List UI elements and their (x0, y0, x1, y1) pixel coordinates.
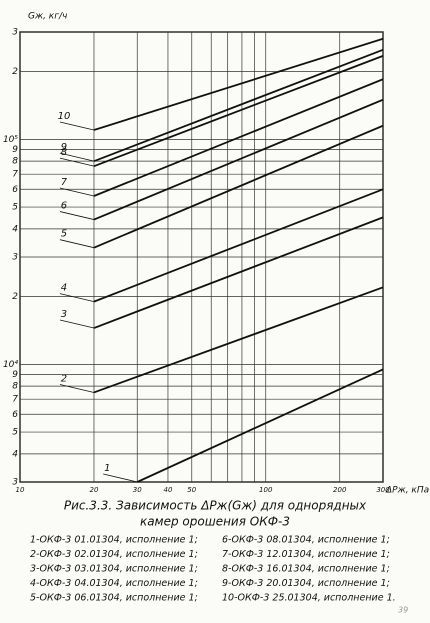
y-tick-label: 10⁴ (3, 360, 18, 370)
x-tick-label: 300 (376, 486, 390, 494)
series-label: 2 (61, 373, 67, 384)
x-tick-label: 200 (333, 486, 347, 494)
legend-entry: 5-ОКФ-3 06.01304, исполнение 1; (30, 593, 198, 604)
series-label: 10 (58, 111, 71, 122)
y-tick-label: 7 (12, 170, 18, 180)
x-tick-label: 30 (133, 486, 142, 494)
leader-line (59, 121, 95, 131)
series-line (93, 124, 384, 249)
leader-line (59, 152, 95, 162)
x-tick-label: 40 (163, 486, 172, 494)
series-line (93, 37, 384, 131)
chart-title: Рис.3.3. Зависимость ΔРж(Gж) для одноряд… (64, 499, 367, 513)
series-label: 8 (61, 147, 67, 158)
series-line (93, 286, 384, 394)
y-tick-label: 3 (12, 28, 18, 38)
x-tick-label: 50 (187, 486, 196, 494)
y-tick-label: 8 (12, 382, 18, 392)
leader-line (59, 384, 95, 393)
legend-entry: 3-ОКФ-3 03.01304, исполнение 1; (30, 564, 198, 575)
x-tick-label: 10 (16, 486, 25, 494)
x-axis-label: ΔPж, кПа (385, 486, 429, 496)
series-line (93, 216, 384, 329)
y-tick-label: 2 (12, 67, 18, 77)
leader-line (59, 187, 95, 197)
y-axis-label: Gж, кг/ч (28, 12, 67, 22)
legend-entry: 2-ОКФ-3 02.01304, исполнение 1; (30, 549, 198, 560)
legend-entry: 4-ОКФ-3 04.01304, исполнение 1; (30, 578, 198, 589)
y-tick-label: 4 (12, 224, 18, 234)
y-tick-label: 7 (12, 395, 18, 405)
y-tick-label: 2 (12, 292, 18, 302)
y-tick-label: 3 (12, 478, 18, 488)
series-line (93, 78, 384, 197)
legend-entry: 9-ОКФ-3 20.01304, исполнение 1; (222, 578, 390, 589)
leader-line (59, 211, 95, 220)
x-tick-label: 100 (259, 486, 273, 494)
legend-entry: 7-ОКФ-3 12.01304, исполнение 1; (222, 549, 390, 560)
series-label: 4 (61, 283, 67, 294)
y-tick-label: 5 (12, 203, 18, 213)
page-number: 39 (398, 606, 408, 615)
y-tick-label: 9 (12, 145, 18, 155)
y-tick-label: 10⁵ (3, 135, 18, 145)
y-tick-label: 8 (12, 157, 18, 167)
series-line (93, 98, 384, 221)
series-line (93, 55, 384, 168)
legend-entry: 10-ОКФ-3 25.01304, исполнение 1. (222, 593, 396, 604)
leader-line (59, 157, 95, 167)
leader-line (59, 293, 95, 303)
legend-entry: 8-ОКФ-3 16.01304, исполнение 1; (222, 564, 390, 575)
y-tick-label: 3 (12, 253, 18, 263)
y-tick-label: 6 (12, 185, 18, 195)
x-tick-label: 20 (90, 486, 99, 494)
y-tick-label: 6 (12, 410, 18, 420)
series-line (93, 188, 384, 303)
leader-line (103, 473, 138, 483)
series-label: 1 (104, 463, 110, 474)
chart-subtitle: камер орошения ОКФ-3 (140, 515, 290, 529)
legend-entry: 1-ОКФ-3 01.01304, исполнение 1; (30, 535, 198, 546)
y-tick-label: 4 (12, 449, 18, 459)
series-line (93, 48, 384, 162)
leader-line (59, 239, 95, 249)
legend-entry: 6-ОКФ-3 08.01304, исполнение 1; (222, 535, 390, 546)
leader-line (59, 319, 95, 329)
y-tick-label: 9 (12, 370, 18, 380)
series-label: 3 (61, 309, 67, 320)
series-label: 6 (61, 201, 67, 212)
series-line (136, 368, 384, 483)
series-label: 7 (61, 177, 68, 188)
y-tick-label: 5 (12, 428, 18, 438)
series-label: 9 (61, 142, 67, 153)
series-label: 5 (61, 229, 67, 240)
